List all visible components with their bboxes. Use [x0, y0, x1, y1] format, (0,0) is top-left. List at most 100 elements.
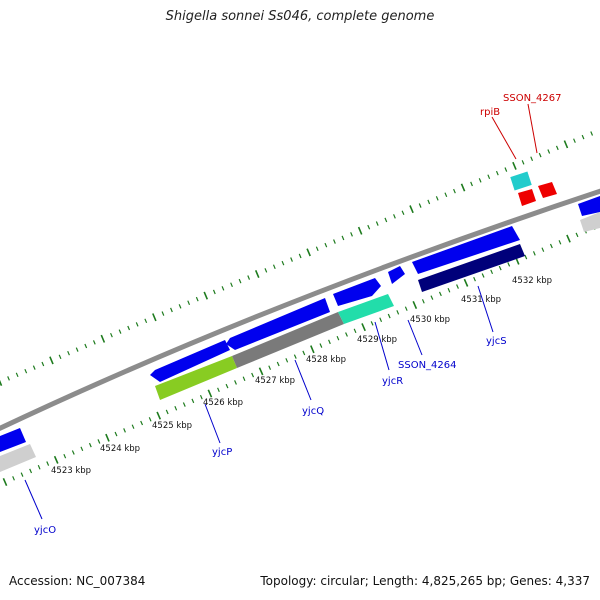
- kbp-label-4525: 4525 kbp: [152, 421, 192, 431]
- leader-line-SSON_4264: [407, 319, 423, 356]
- genome-summary-label: Topology: circular; Length: 4,825,265 bp…: [260, 574, 590, 588]
- tick-mark: [53, 455, 59, 464]
- tick-mark: [324, 242, 328, 248]
- tick-mark: [254, 269, 260, 279]
- gene-arrow-forward-5[interactable]: [412, 226, 520, 274]
- gene-label-yjcO[interactable]: yjcO: [34, 525, 56, 536]
- tick-mark: [281, 260, 285, 266]
- tick-mark: [152, 313, 157, 322]
- tick-mark: [135, 322, 139, 327]
- tick-mark: [97, 439, 101, 444]
- tick-mark: [563, 140, 569, 149]
- kbp-label-4530: 4530 kbp: [410, 315, 450, 325]
- gene-label-SSON_4267[interactable]: SSON_4267: [503, 93, 562, 104]
- tick-mark: [242, 376, 246, 382]
- leader-line-yjcR: [374, 321, 390, 371]
- kbp-label-4527: 4527 kbp: [255, 376, 295, 386]
- tick-mark: [221, 286, 225, 291]
- gene-arrow-yjcR[interactable]: [338, 294, 394, 324]
- kbp-label-4526: 4526 kbp: [203, 398, 243, 408]
- gene-label-yjcS[interactable]: yjcS: [486, 336, 507, 347]
- tick-mark: [512, 161, 517, 170]
- tick-mark: [444, 192, 448, 198]
- tick-mark: [29, 468, 33, 474]
- gene-arrow-forward-left[interactable]: [0, 428, 26, 452]
- tick-mark: [156, 411, 162, 420]
- tick-mark: [290, 257, 293, 262]
- tick-mark: [521, 160, 525, 165]
- tick-mark: [161, 311, 165, 316]
- gene-label-yjcR[interactable]: yjcR: [382, 376, 403, 387]
- tick-mark: [195, 296, 199, 302]
- tick-mark: [456, 284, 459, 289]
- tick-mark: [490, 269, 494, 275]
- tick-mark: [114, 431, 118, 437]
- gene-arrow-forward-4[interactable]: [388, 266, 405, 284]
- tick-mark: [302, 350, 306, 356]
- tick-mark: [404, 306, 408, 311]
- leader-line-yjcP: [204, 403, 221, 444]
- tick-mark: [58, 354, 62, 360]
- tick-mark: [558, 240, 562, 245]
- tick-mark: [333, 239, 336, 244]
- tick-mark: [498, 265, 502, 271]
- tick-mark: [487, 174, 491, 180]
- tick-mark: [566, 234, 571, 243]
- gene-arrow-SSON_4267-1[interactable]: [518, 189, 536, 206]
- tick-mark: [306, 248, 311, 257]
- gene-label-yjcP[interactable]: yjcP: [212, 447, 232, 458]
- gene-label-rpiB[interactable]: rpiB: [480, 107, 500, 118]
- gene-arrow-SSON_4267-2[interactable]: [538, 182, 557, 198]
- tick-mark: [298, 253, 302, 259]
- gene-label-yjcQ[interactable]: yjcQ: [302, 406, 324, 417]
- gene-arrow-forward-1[interactable]: [150, 340, 230, 382]
- map-title: Shigella sonnei Ss046, complete genome: [165, 9, 435, 24]
- tick-mark: [427, 199, 431, 205]
- tick-mark: [370, 321, 374, 326]
- tick-mark: [170, 307, 173, 313]
- gene-block-rpiB[interactable]: [510, 171, 532, 191]
- kbp-label-4529: 4529 kbp: [357, 335, 397, 345]
- tick-mark: [409, 205, 414, 214]
- tick-mark: [285, 358, 289, 363]
- gene-arrow-yjcO[interactable]: [0, 444, 36, 472]
- tick-mark: [118, 329, 122, 334]
- tick-mark: [478, 178, 482, 183]
- tick-mark: [447, 287, 451, 293]
- tick-mark: [46, 461, 50, 466]
- gene-arrow-yjcQ[interactable]: [232, 312, 344, 368]
- tick-mark: [473, 276, 476, 282]
- tick-mark: [530, 156, 534, 162]
- tick-mark: [92, 340, 96, 345]
- tick-mark: [178, 304, 182, 309]
- tick-mark: [345, 332, 348, 337]
- kbp-label-4532: 4532 kbp: [512, 276, 552, 286]
- tick-mark: [199, 394, 203, 400]
- kbp-label-4528: 4528 kbp: [306, 355, 346, 365]
- kbp-label-4524: 4524 kbp: [100, 444, 140, 454]
- tick-mark: [393, 214, 396, 219]
- tick-mark: [49, 356, 54, 365]
- tick-mark: [127, 325, 131, 331]
- tick-mark: [555, 145, 559, 151]
- tick-mark: [272, 264, 276, 270]
- tick-mark: [547, 149, 551, 154]
- tick-mark: [361, 323, 366, 332]
- tick-mark: [412, 300, 418, 310]
- tick-mark: [88, 442, 92, 448]
- gene-arrow-forward-3[interactable]: [333, 278, 381, 306]
- tick-mark: [238, 278, 242, 284]
- gene-arrow-right-grey[interactable]: [580, 212, 600, 232]
- tick-mark: [24, 368, 28, 374]
- tick-mark: [12, 476, 15, 481]
- tick-mark: [131, 424, 135, 429]
- tick-mark: [336, 335, 340, 341]
- gene-arrow-forward-2[interactable]: [226, 298, 330, 350]
- tick-mark: [504, 167, 508, 172]
- gene-label-SSON_4264[interactable]: SSON_4264: [398, 360, 457, 371]
- tick-mark: [463, 278, 469, 287]
- gene-arrow-forward-right[interactable]: [578, 196, 600, 216]
- gene-arrow-yjcS[interactable]: [418, 244, 525, 292]
- gene-arrow-yjcP[interactable]: [155, 356, 237, 400]
